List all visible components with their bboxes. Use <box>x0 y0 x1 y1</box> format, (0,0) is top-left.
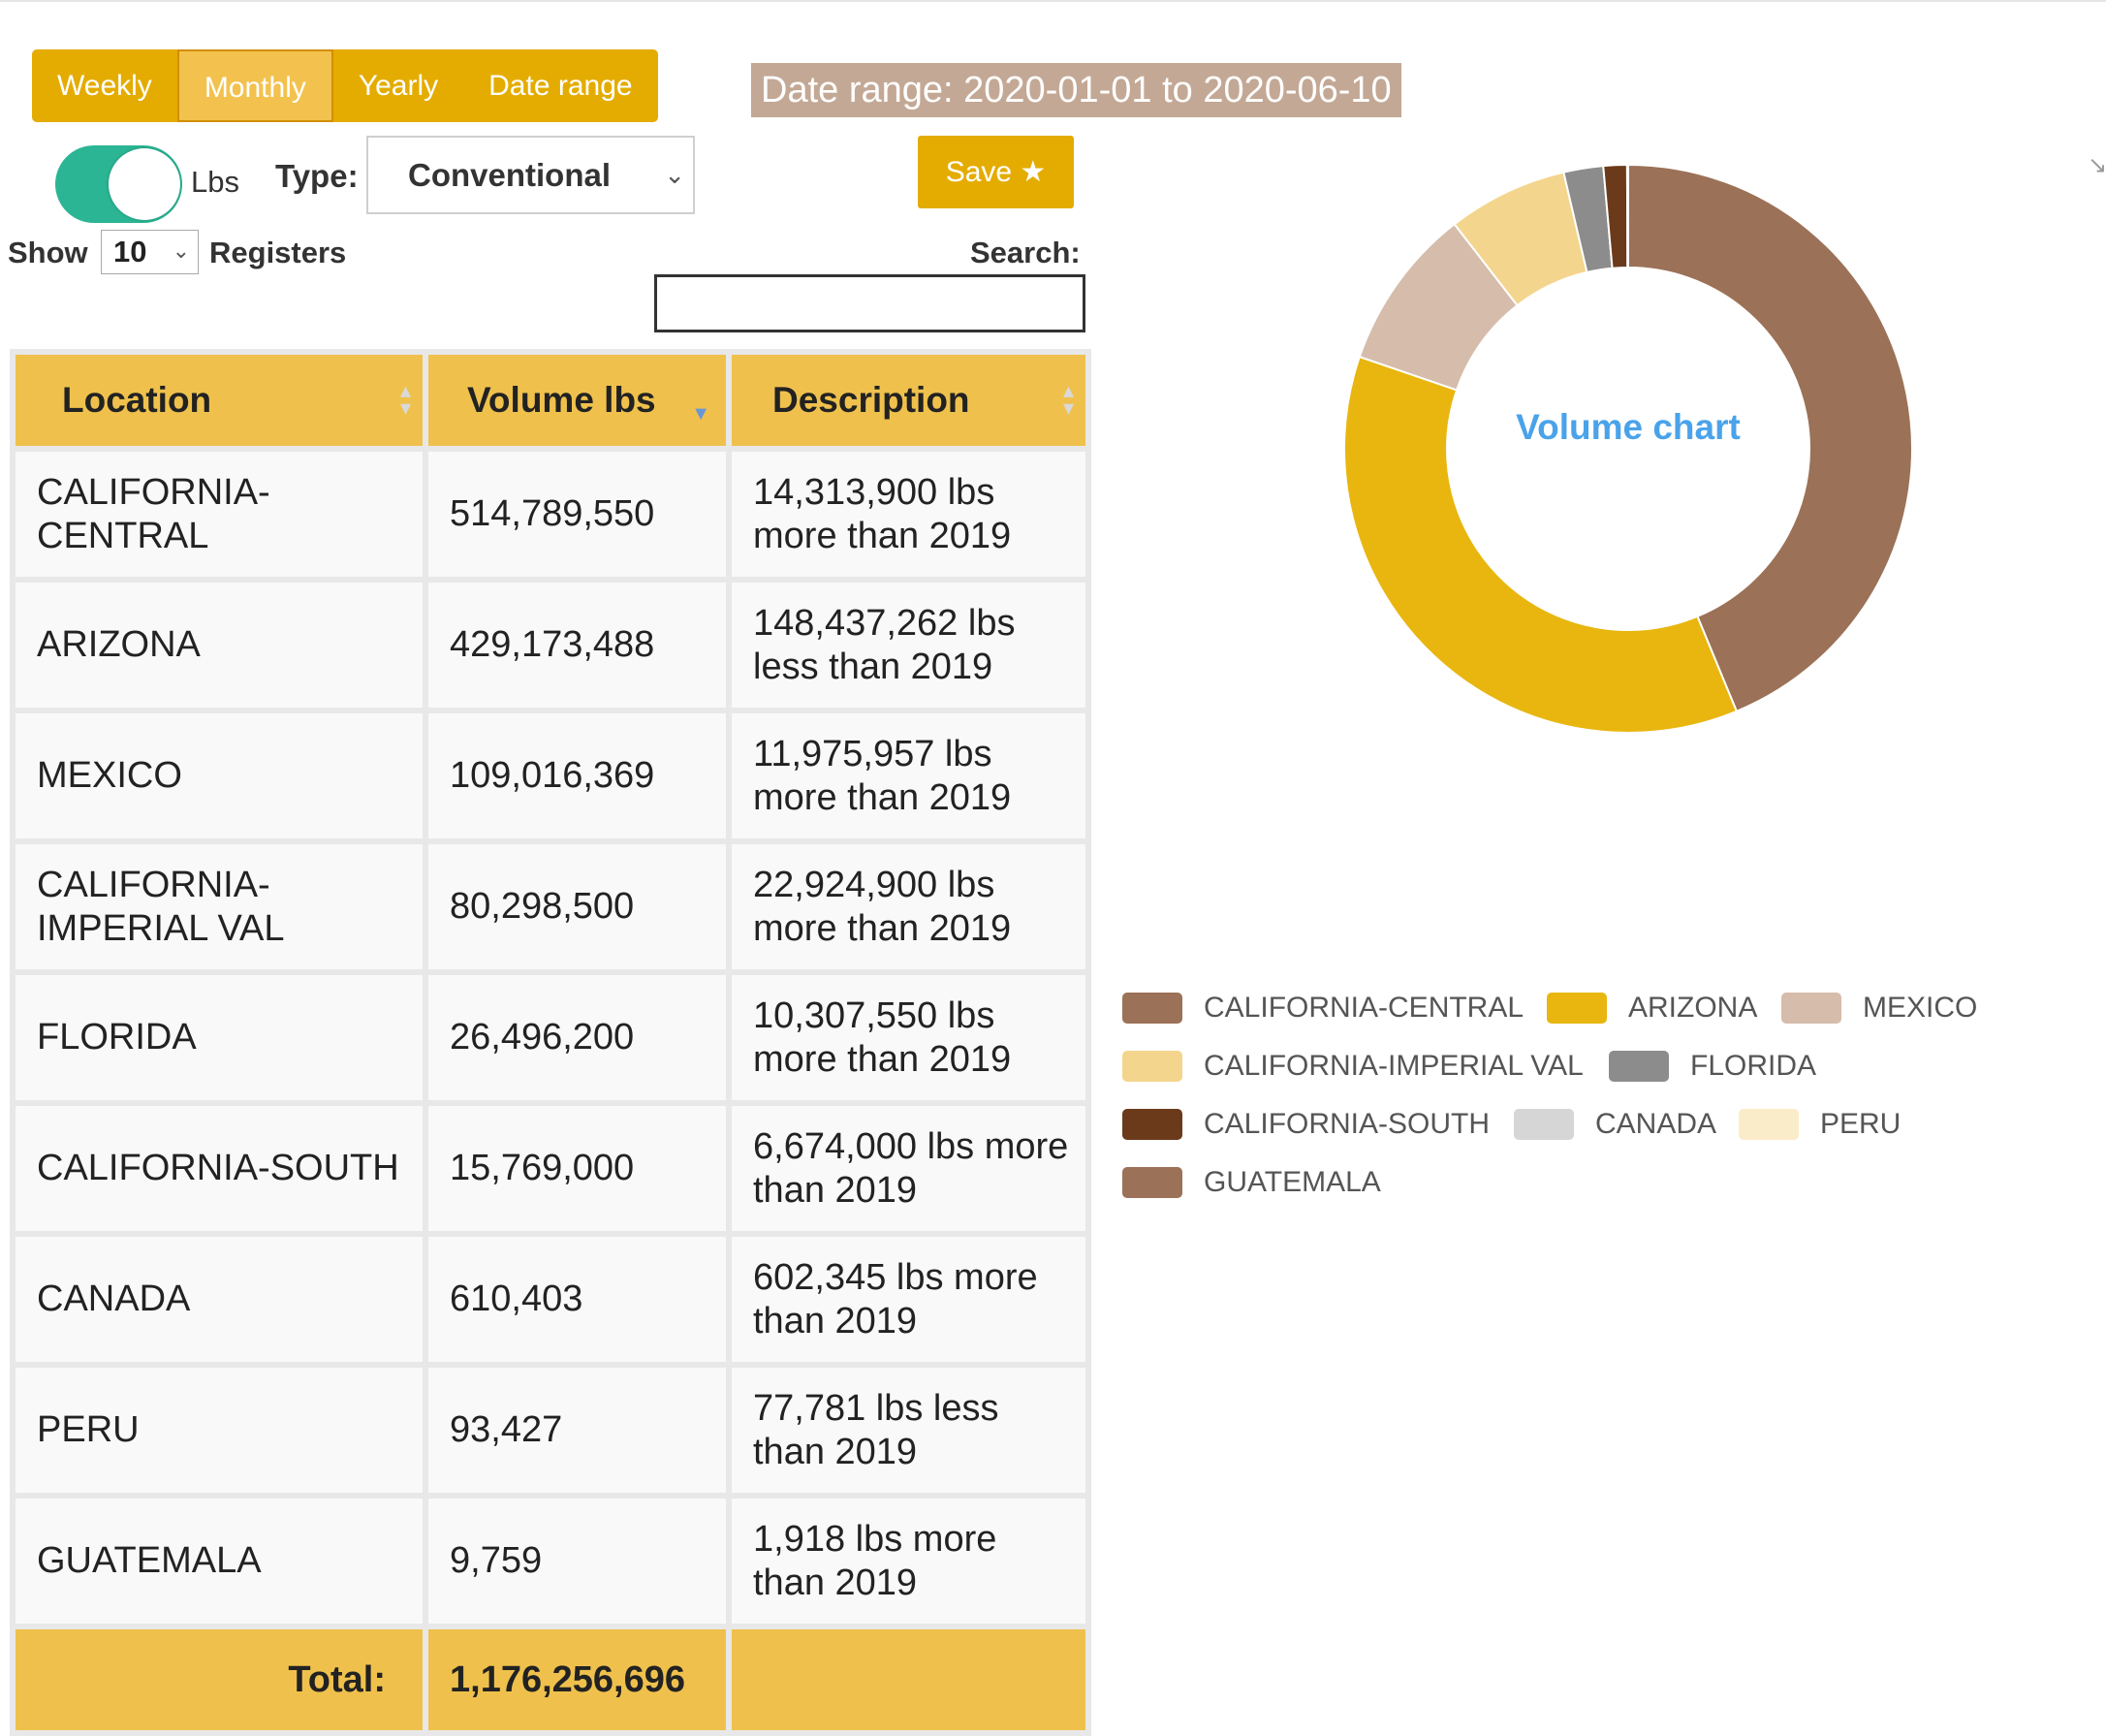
legend-swatch <box>1122 1167 1182 1198</box>
period-button-group: Weekly Monthly Yearly Date range <box>32 49 658 122</box>
weekly-button[interactable]: Weekly <box>32 49 177 122</box>
location-cell: CALIFORNIA-CENTRAL <box>13 449 425 580</box>
description-cell: 1,918 lbs more than 2019 <box>729 1496 1088 1626</box>
description-cell: 6,674,000 lbs more than 2019 <box>729 1103 1088 1234</box>
legend-label: PERU <box>1820 1108 1901 1141</box>
chevron-down-icon: ⌄ <box>664 138 685 212</box>
registers-label: Registers <box>209 236 346 270</box>
legend-label: CALIFORNIA-IMPERIAL VAL <box>1204 1050 1584 1083</box>
sort-icon: ▴▾ <box>1063 382 1074 417</box>
search-label: Search: <box>970 236 1081 270</box>
volume-cell: 514,789,550 <box>425 449 729 580</box>
legend-label: CALIFORNIA-CENTRAL <box>1204 992 1524 1025</box>
table-row: PERU 93,427 77,781 lbs less than 2019 <box>13 1365 1088 1496</box>
volume-table: Location ▴▾ Volume lbs ▼ Description ▴▾ … <box>10 349 1091 1736</box>
page-length-select[interactable]: 10 ⌄ <box>101 230 199 274</box>
location-cell: PERU <box>13 1365 425 1496</box>
expand-icon[interactable]: ↘ <box>2088 151 2106 179</box>
legend-item[interactable]: FLORIDA <box>1609 1050 1816 1083</box>
location-cell: CALIFORNIA-IMPERIAL VAL <box>13 841 425 972</box>
table-row: FLORIDA 26,496,200 10,307,550 lbs more t… <box>13 972 1088 1103</box>
table-row: CALIFORNIA-SOUTH 15,769,000 6,674,000 lb… <box>13 1103 1088 1234</box>
description-cell: 148,437,262 lbs less than 2019 <box>729 580 1088 710</box>
legend-item[interactable]: ARIZONA <box>1547 992 1757 1025</box>
type-select-value: Conventional <box>408 157 611 193</box>
description-cell: 22,924,900 lbs more than 2019 <box>729 841 1088 972</box>
table-row: GUATEMALA 9,759 1,918 lbs more than 2019 <box>13 1496 1088 1626</box>
table-header-row: Location ▴▾ Volume lbs ▼ Description ▴▾ <box>13 352 1088 449</box>
volume-cell: 610,403 <box>425 1234 729 1365</box>
location-cell: CANADA <box>13 1234 425 1365</box>
description-cell: 602,345 lbs more than 2019 <box>729 1234 1088 1365</box>
volume-column-header[interactable]: Volume lbs ▼ <box>425 352 729 449</box>
monthly-button[interactable]: Monthly <box>177 49 333 122</box>
legend-swatch <box>1122 993 1182 1024</box>
location-cell: CALIFORNIA-SOUTH <box>13 1103 425 1234</box>
legend-swatch <box>1739 1109 1799 1140</box>
legend-swatch <box>1547 993 1607 1024</box>
volume-cell: 93,427 <box>425 1365 729 1496</box>
volume-cell: 109,016,369 <box>425 710 729 841</box>
chevron-down-icon: ⌄ <box>173 230 190 272</box>
volume-cell: 429,173,488 <box>425 580 729 710</box>
sort-desc-icon: ▼ <box>691 403 710 426</box>
legend-label: MEXICO <box>1863 992 1977 1025</box>
description-cell: 77,781 lbs less than 2019 <box>729 1365 1088 1496</box>
volume-cell: 15,769,000 <box>425 1103 729 1234</box>
legend-swatch <box>1781 993 1841 1024</box>
location-column-header[interactable]: Location ▴▾ <box>13 352 425 449</box>
legend-label: FLORIDA <box>1690 1050 1816 1083</box>
location-cell: FLORIDA <box>13 972 425 1103</box>
show-label: Show <box>8 236 88 270</box>
toggle-knob <box>109 148 180 220</box>
table-row: MEXICO 109,016,369 11,975,957 lbs more t… <box>13 710 1088 841</box>
legend-label: ARIZONA <box>1628 992 1757 1025</box>
description-cell: 14,313,900 lbs more than 2019 <box>729 449 1088 580</box>
legend-swatch <box>1122 1109 1182 1140</box>
legend-item[interactable]: CALIFORNIA-SOUTH <box>1122 1108 1490 1141</box>
search-input[interactable] <box>654 274 1085 332</box>
table-row: CALIFORNIA-IMPERIAL VAL 80,298,500 22,92… <box>13 841 1088 972</box>
yearly-button[interactable]: Yearly <box>333 49 463 122</box>
description-cell: 11,975,957 lbs more than 2019 <box>729 710 1088 841</box>
location-cell: GUATEMALA <box>13 1496 425 1626</box>
legend-label: CANADA <box>1595 1108 1716 1141</box>
date-range-button[interactable]: Date range <box>463 49 657 122</box>
type-label: Type: <box>275 158 359 195</box>
table-row: CANADA 610,403 602,345 lbs more than 201… <box>13 1234 1088 1365</box>
unit-toggle-label: Lbs <box>191 165 239 200</box>
date-range-label: Date range: 2020-01-01 to 2020-06-10 <box>751 63 1401 117</box>
volume-cell: 9,759 <box>425 1496 729 1626</box>
description-column-header[interactable]: Description ▴▾ <box>729 352 1088 449</box>
legend-item[interactable]: CALIFORNIA-CENTRAL <box>1122 992 1524 1025</box>
top-divider <box>0 0 2106 2</box>
volume-cell: 26,496,200 <box>425 972 729 1103</box>
save-button[interactable]: Save ★ <box>918 136 1074 208</box>
legend-item[interactable]: GUATEMALA <box>1122 1166 1381 1199</box>
legend-swatch <box>1122 1051 1182 1082</box>
table-row: CALIFORNIA-CENTRAL 514,789,550 14,313,90… <box>13 449 1088 580</box>
location-cell: MEXICO <box>13 710 425 841</box>
sort-icon: ▴▾ <box>400 382 411 417</box>
legend-item[interactable]: CALIFORNIA-IMPERIAL VAL <box>1122 1050 1584 1083</box>
table-row: ARIZONA 429,173,488 148,437,262 lbs less… <box>13 580 1088 710</box>
legend-label: CALIFORNIA-SOUTH <box>1204 1108 1490 1141</box>
legend-item[interactable]: PERU <box>1739 1108 1901 1141</box>
page-length-value: 10 <box>113 235 146 268</box>
legend-label: GUATEMALA <box>1204 1166 1381 1199</box>
legend-swatch <box>1609 1051 1669 1082</box>
unit-toggle[interactable] <box>55 145 182 223</box>
legend-swatch <box>1514 1109 1574 1140</box>
chart-title: Volume chart <box>1337 407 1919 448</box>
type-select[interactable]: Conventional ⌄ <box>366 136 695 214</box>
legend-item[interactable]: MEXICO <box>1781 992 1977 1025</box>
location-cell: ARIZONA <box>13 580 425 710</box>
volume-cell: 80,298,500 <box>425 841 729 972</box>
description-cell: 10,307,550 lbs more than 2019 <box>729 972 1088 1103</box>
legend-item[interactable]: CANADA <box>1514 1108 1716 1141</box>
